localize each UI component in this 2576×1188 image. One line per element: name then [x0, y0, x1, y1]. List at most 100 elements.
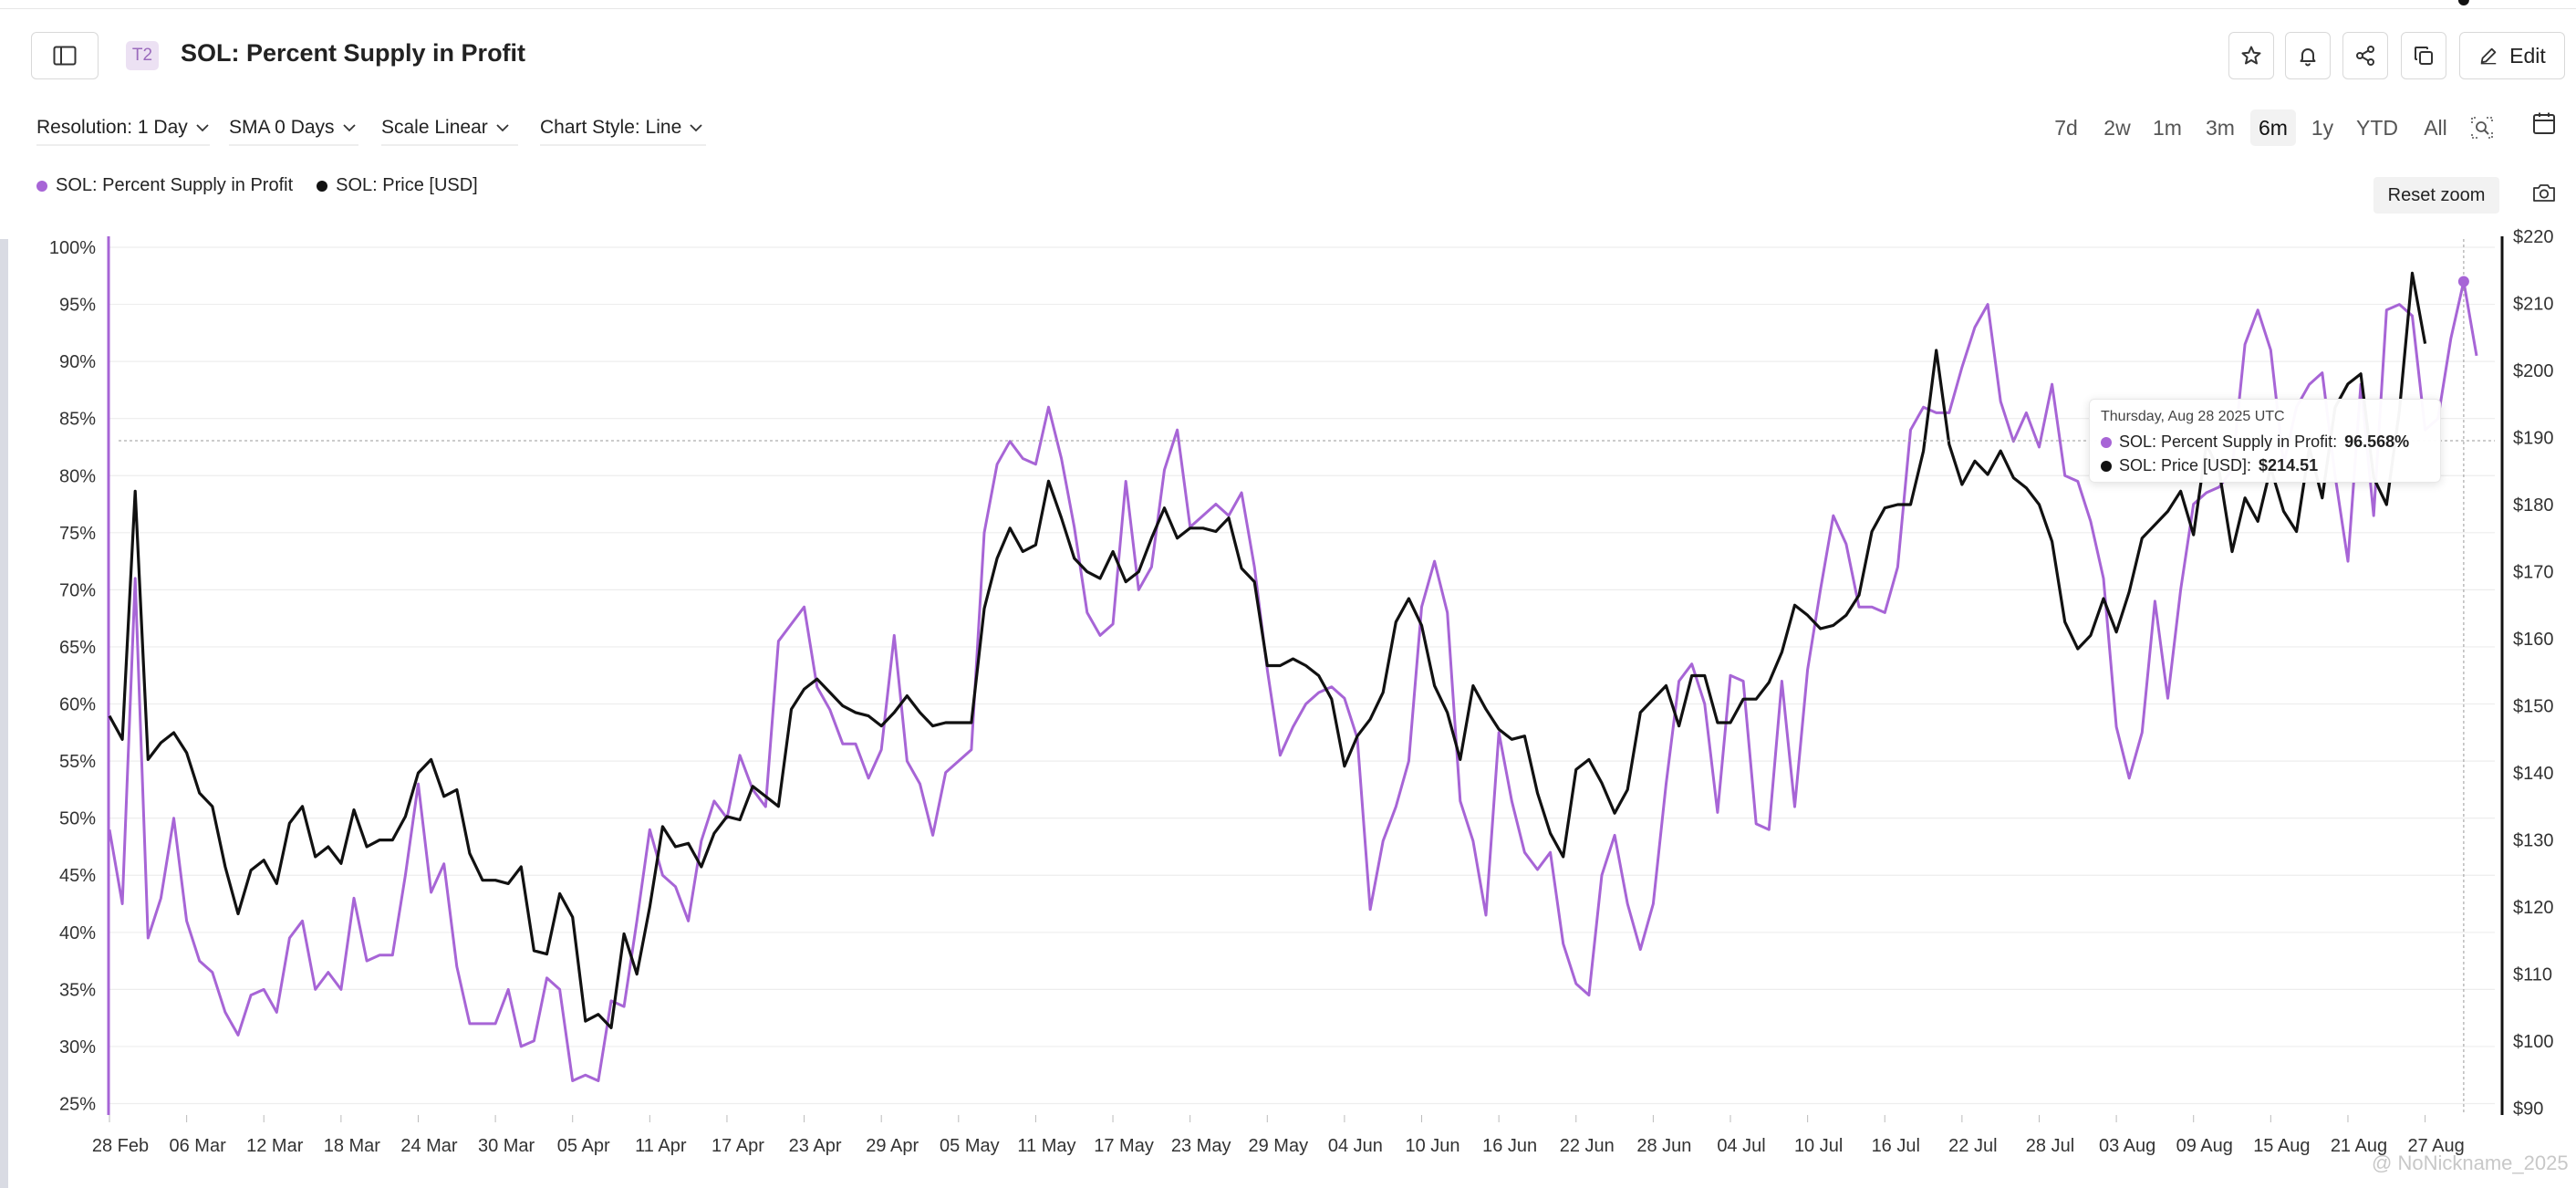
- tooltip-dot-price: [2101, 460, 2112, 472]
- legend-dot-price: [317, 180, 328, 192]
- zoom-search-icon: [2471, 117, 2493, 139]
- tooltip-row-profit: SOL: Percent Supply in Profit: 96.568%: [2101, 432, 2429, 452]
- x-tick-label: 17 May: [1094, 1136, 1154, 1156]
- tooltip-date: Thursday, Aug 28 2025 UTC: [2101, 409, 2285, 424]
- scale-underline: [381, 144, 518, 146]
- resolution-dropdown[interactable]: Resolution: 1 Day: [36, 117, 210, 139]
- chart-tooltip: Thursday, Aug 28 2025 UTC SOL: Percent S…: [2089, 399, 2441, 483]
- y-left-tick-label: 60%: [59, 695, 96, 715]
- page-title: SOL: Percent Supply in Profit: [181, 39, 526, 67]
- legend-item-profit[interactable]: SOL: Percent Supply in Profit: [36, 175, 293, 196]
- range-1m[interactable]: 1m: [2153, 115, 2182, 140]
- top-divider: [0, 8, 2576, 9]
- y-left-tick-label: 35%: [59, 980, 96, 1000]
- x-tick-label: 10 Jun: [1406, 1136, 1460, 1156]
- legend-dot-profit: [36, 180, 47, 192]
- star-icon: [2241, 46, 2261, 65]
- chart-legend: SOL: Percent Supply in Profit SOL: Price…: [36, 175, 478, 196]
- range-all[interactable]: All: [2424, 115, 2447, 140]
- hover-point-price: [2457, 0, 2469, 5]
- y-right-tick-label: $210: [2513, 295, 2554, 315]
- x-tick-label: 05 Apr: [557, 1136, 610, 1156]
- sidebar-toggle-button[interactable]: [31, 32, 99, 79]
- resolution-underline: [36, 144, 210, 146]
- range-1y[interactable]: 1y: [2311, 115, 2334, 140]
- range-ytd[interactable]: YTD: [2356, 115, 2398, 140]
- x-tick-label: 11 Apr: [635, 1136, 687, 1156]
- chart-overlay: [119, 0, 2495, 1115]
- y-left-tick-label: 65%: [59, 638, 96, 658]
- watermark: @ NoNickname_2025: [2372, 1152, 2569, 1174]
- range-7d[interactable]: 7d: [2054, 115, 2078, 140]
- y-right-tick-label: $150: [2513, 697, 2554, 717]
- edit-button[interactable]: Edit: [2459, 32, 2565, 79]
- x-tick-label: 23 May: [1171, 1136, 1231, 1156]
- chart-style-label: Chart Style: Line: [540, 117, 682, 138]
- favorite-button[interactable]: [2228, 32, 2274, 79]
- y-left-tick-label: 50%: [59, 809, 96, 829]
- edit-icon: [2480, 47, 2497, 65]
- tooltip-value-profit: 96.568%: [2344, 432, 2410, 451]
- y-right-tick-label: $200: [2513, 361, 2554, 381]
- x-tick-label: 22 Jul: [1948, 1136, 1997, 1156]
- series-line-price: [108, 271, 2427, 1030]
- x-tick-label: 28 Jun: [1636, 1136, 1691, 1156]
- x-tick-label: 17 Apr: [712, 1136, 764, 1156]
- scale-dropdown[interactable]: Scale Linear: [381, 117, 510, 139]
- y-left-tick-label: 45%: [59, 866, 96, 886]
- y-left-tick-label: 70%: [59, 580, 96, 600]
- camera-icon: [2533, 184, 2555, 202]
- tooltip-label-profit: SOL: Percent Supply in Profit:: [2119, 432, 2338, 451]
- bell-icon: [2300, 48, 2316, 67]
- alert-button[interactable]: [2285, 32, 2331, 79]
- y-right-tick-label: $120: [2513, 898, 2554, 918]
- legend-item-price[interactable]: SOL: Price [USD]: [317, 175, 478, 196]
- y-right-tick-label: $190: [2513, 429, 2554, 449]
- y-left-tick-label: 95%: [59, 296, 96, 316]
- sma-dropdown[interactable]: SMA 0 Days: [229, 117, 357, 139]
- y-right-tick-label: $180: [2513, 495, 2554, 516]
- y-left-tick-label: 40%: [59, 923, 96, 943]
- x-tick-label: 23 Apr: [789, 1136, 842, 1156]
- y-left-tick-label: 85%: [59, 410, 96, 430]
- y-right-tick-label: $170: [2513, 563, 2554, 583]
- range-2w[interactable]: 2w: [2103, 115, 2131, 140]
- y-right-tick-label: $90: [2513, 1099, 2543, 1120]
- chart-grid: [108, 246, 2495, 1105]
- chart-series: [108, 271, 2478, 1082]
- edit-label: Edit: [2509, 43, 2546, 68]
- chevron-down-icon: [196, 124, 209, 132]
- x-tick-label: 10 Jul: [1794, 1136, 1843, 1156]
- x-tick-label: 16 Jun: [1482, 1136, 1537, 1156]
- y-right-tick-label: $110: [2513, 965, 2552, 985]
- tooltip-value-price: $214.51: [2259, 456, 2319, 474]
- reset-zoom-button[interactable]: Reset zoom: [2373, 177, 2499, 214]
- share-icon: [2356, 46, 2374, 66]
- y-right-tick-label: $160: [2513, 630, 2554, 650]
- y-left-tick-label: 80%: [59, 466, 96, 486]
- screenshot-button[interactable]: [2532, 182, 2556, 207]
- range-3m[interactable]: 3m: [2206, 115, 2235, 140]
- hover-point-profit: [2457, 276, 2469, 287]
- zoom-search-button[interactable]: [2468, 109, 2496, 146]
- x-tick-label: 15 Aug: [2253, 1136, 2310, 1156]
- x-tick-label: 29 May: [1248, 1136, 1308, 1156]
- y-left-tick-label: 25%: [59, 1094, 96, 1114]
- calendar-icon: [2533, 112, 2555, 134]
- chart-style-underline: [540, 144, 706, 146]
- chevron-down-icon: [690, 124, 702, 132]
- range-6m[interactable]: 6m: [2250, 109, 2296, 146]
- chart-style-dropdown[interactable]: Chart Style: Line: [540, 117, 703, 139]
- x-tick-label: 03 Aug: [2099, 1136, 2155, 1156]
- y-left-tick-label: 55%: [59, 752, 96, 772]
- y-left-tick-label: 30%: [59, 1037, 96, 1058]
- x-tick-label: 06 Mar: [169, 1136, 226, 1156]
- share-button[interactable]: [2342, 32, 2388, 79]
- calendar-button[interactable]: [2532, 111, 2556, 140]
- x-tick-label: 30 Mar: [478, 1136, 535, 1156]
- resolution-label: Resolution: 1 Day: [36, 117, 188, 138]
- x-tick-label: 04 Jul: [1717, 1136, 1765, 1156]
- copy-icon: [2415, 47, 2433, 65]
- duplicate-button[interactable]: [2401, 32, 2446, 79]
